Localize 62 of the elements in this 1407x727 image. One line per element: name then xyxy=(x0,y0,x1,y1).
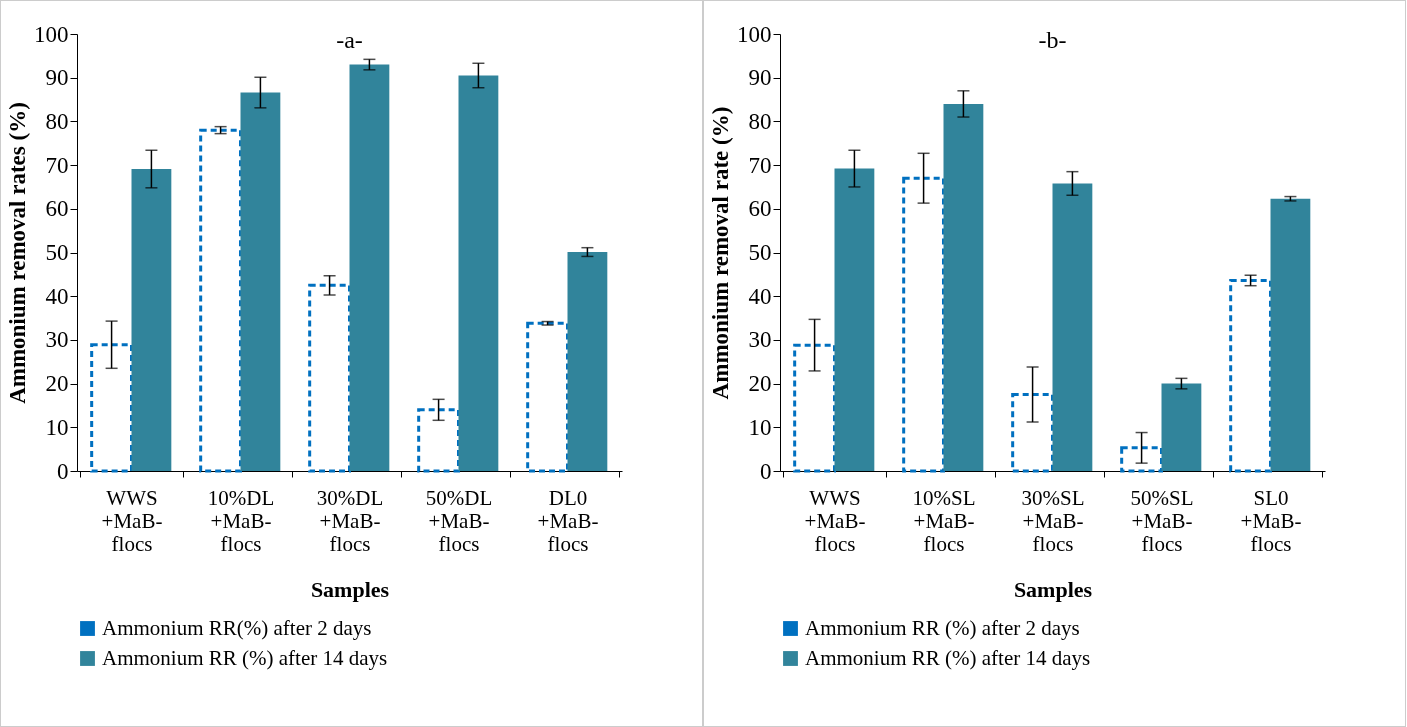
bar xyxy=(1011,393,1054,473)
y-tick-label: 20 xyxy=(748,371,772,397)
y-tick-label: 50 xyxy=(748,240,772,265)
y-tick-label: 80 xyxy=(748,108,772,134)
y-tick-label: 30 xyxy=(45,327,69,353)
bar xyxy=(902,176,945,473)
bar xyxy=(1229,278,1272,473)
legend-label: Ammonium RR (%) after 14 days xyxy=(805,645,1091,670)
y-tick-label: 0 xyxy=(760,458,772,484)
x-axis-title: Samples xyxy=(1013,576,1093,602)
bar xyxy=(567,252,608,471)
bar xyxy=(417,408,460,473)
x-tick-label: DL0 +MaB-flocs xyxy=(537,485,599,556)
y-tick-label: 70 xyxy=(45,152,69,178)
bar xyxy=(199,128,242,473)
y-tick-label: 90 xyxy=(748,65,772,91)
y-tick-label: 40 xyxy=(45,283,69,309)
x-tick-label: 10%DL +MaB-flocs xyxy=(207,485,275,556)
y-tick-label: 60 xyxy=(45,196,69,222)
y-tick-label: 80 xyxy=(45,108,69,134)
y-tick-label: 90 xyxy=(45,65,69,91)
y-tick-label: 100 xyxy=(34,21,69,47)
bar xyxy=(458,75,499,471)
y-tick-label: 60 xyxy=(748,196,772,222)
y-tick-label: 100 xyxy=(737,21,772,47)
y-tick-label: 0 xyxy=(57,458,69,484)
bar xyxy=(240,92,281,471)
x-tick-label: 50%DL +MaB-flocs xyxy=(425,485,493,556)
bar xyxy=(90,343,133,473)
y-tick-label: 30 xyxy=(748,327,772,353)
chart-title: -b- xyxy=(1038,27,1067,53)
y-tick-label: 70 xyxy=(748,152,772,178)
chart-title: -a- xyxy=(336,27,363,53)
x-tick-label: 50%SL +MaB-flocs xyxy=(1130,485,1194,556)
legend-label: Ammonium RR (%) after 2 days xyxy=(805,615,1080,640)
x-tick-label: 10%SL +MaB-flocs xyxy=(912,485,976,556)
x-tick-label: 30%SL +MaB-flocs xyxy=(1021,485,1085,556)
y-axis-title: Ammonium removal rates (%) xyxy=(5,102,30,404)
y-tick-label: 10 xyxy=(748,414,772,440)
x-axis-title: Samples xyxy=(310,576,390,602)
y-tick-label: 50 xyxy=(45,240,69,265)
y-tick-label: 10 xyxy=(45,414,69,440)
x-tick-label: SL0 +MaB-flocs xyxy=(1240,485,1302,556)
x-tick-label: 30%DL +MaB-flocs xyxy=(316,485,384,556)
bar xyxy=(943,103,984,471)
x-tick-label: WWS +MaB-flocs xyxy=(101,485,163,556)
y-tick-label: 40 xyxy=(748,283,772,309)
legend-label: Ammonium RR(%) after 2 days xyxy=(102,615,372,640)
bar xyxy=(1120,446,1163,473)
bar xyxy=(131,169,172,471)
bar xyxy=(349,64,390,471)
legend-label: Ammonium RR (%) after 14 days xyxy=(102,645,388,670)
y-tick-label: 20 xyxy=(45,371,69,397)
bar xyxy=(1270,198,1311,471)
bar xyxy=(1052,183,1093,471)
bar xyxy=(834,168,875,471)
bar xyxy=(793,343,836,473)
bar xyxy=(308,283,351,473)
y-axis-title: Ammonium removal rate (%) xyxy=(708,106,733,400)
bar xyxy=(1161,383,1202,471)
bar xyxy=(526,321,569,473)
x-tick-label: WWS +MaB-flocs xyxy=(804,485,866,556)
